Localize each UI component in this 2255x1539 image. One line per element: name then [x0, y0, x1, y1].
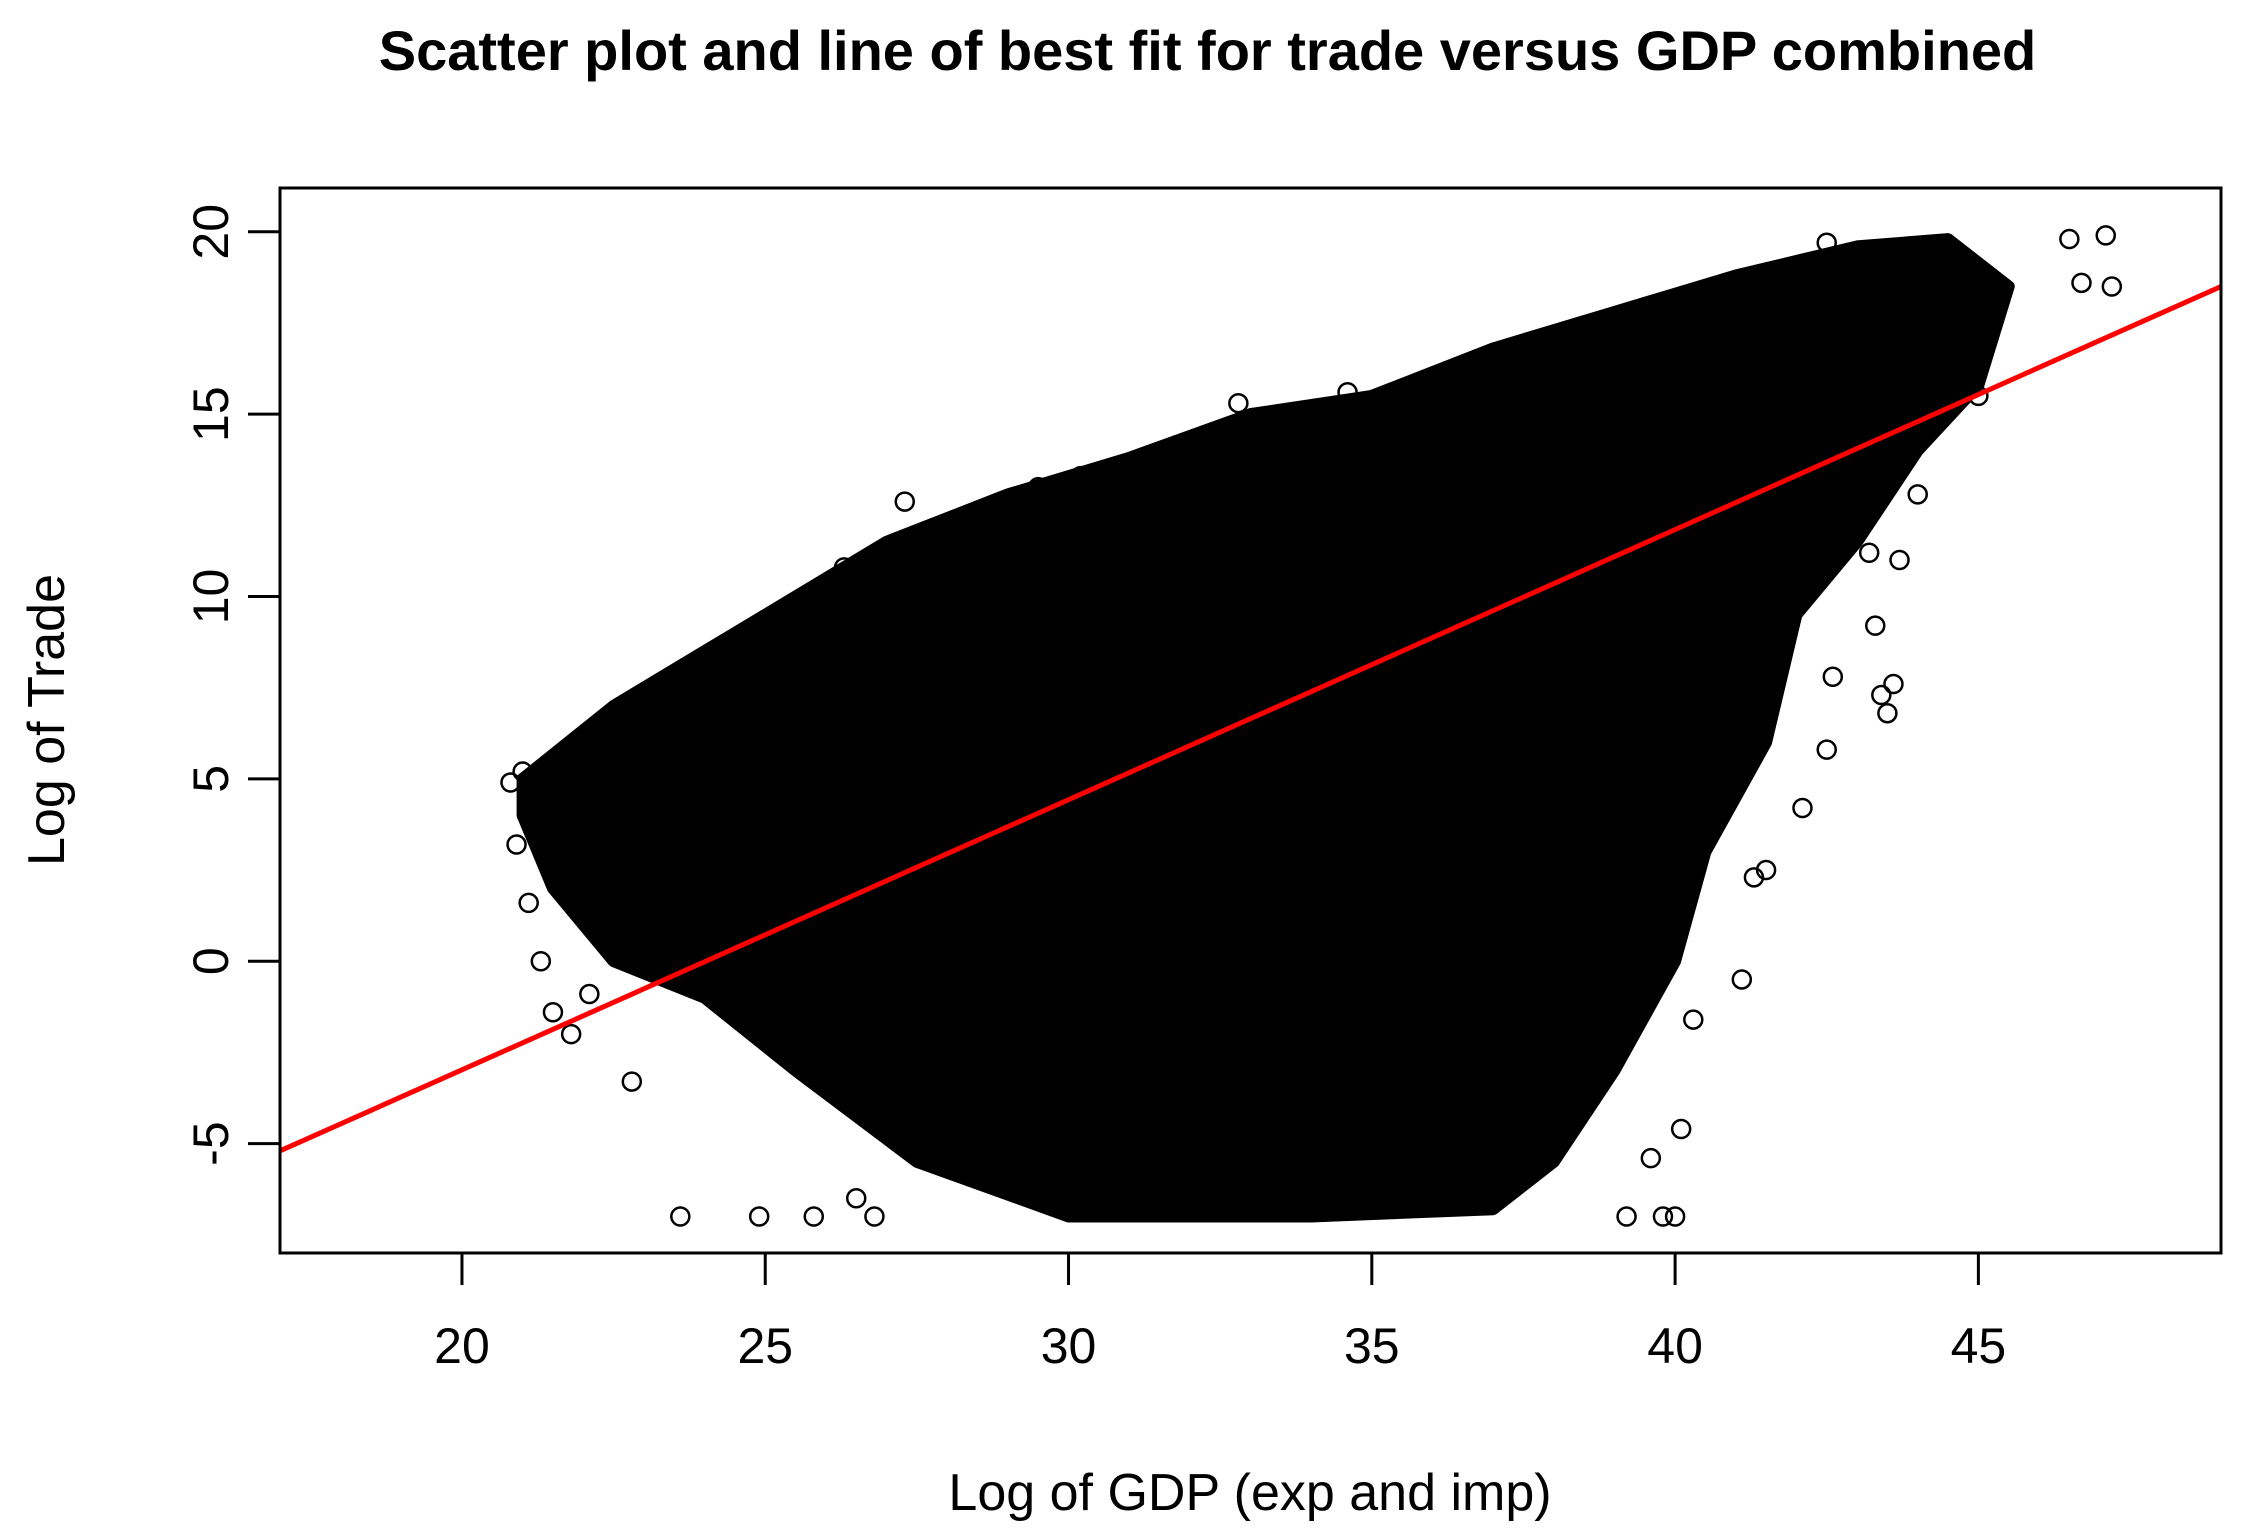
scatter-point — [1664, 1206, 1686, 1227]
x-tick-label: 45 — [1951, 1318, 2007, 1374]
scatter-point — [748, 1206, 770, 1227]
scatter-point — [864, 1206, 885, 1227]
scatter-point — [560, 1023, 582, 1045]
scatter-point — [1816, 739, 1837, 760]
scatter-point — [1070, 465, 1091, 487]
y-tick-label: -5 — [183, 1121, 239, 1165]
scatter-point — [1907, 484, 1928, 505]
scatter-point — [670, 1206, 691, 1227]
x-axis-label: Log of GDP (exp and imp) — [948, 1464, 1551, 1522]
y-tick-label: 15 — [183, 386, 239, 442]
scatter-point — [1027, 476, 1049, 498]
points-layer — [500, 225, 2123, 1227]
x-axis: 20 25 30 35 40 45 — [434, 1251, 2007, 1374]
x-tick-label: 40 — [1647, 1318, 1703, 1374]
scatter-point — [500, 772, 521, 793]
x-tick-label: 25 — [737, 1318, 793, 1374]
y-axis-label: Log of Trade — [18, 574, 76, 866]
x-tick-label: 20 — [434, 1318, 490, 1374]
scatter-point — [530, 950, 552, 972]
scatter-point — [1640, 1147, 1662, 1169]
scatter-point — [2059, 228, 2080, 250]
chart-title: Scatter plot and line of best fit for tr… — [378, 19, 2037, 82]
scatter-point — [1883, 673, 1904, 695]
scatter-point — [2101, 276, 2123, 297]
scatter-point — [1337, 381, 1358, 403]
y-tick-label: 10 — [183, 569, 239, 625]
scatter-point — [1228, 392, 1249, 414]
y-tick-label: 0 — [183, 947, 239, 975]
fit-line-layer — [280, 284, 2221, 1154]
y-tick-label: 20 — [183, 204, 239, 260]
dense-point-cloud — [516, 233, 2015, 1223]
x-tick-label: 35 — [1344, 1318, 1400, 1374]
y-axis: -5 0 5 10 15 20 — [183, 204, 282, 1166]
scatter-point — [518, 892, 539, 914]
scatter-point — [1871, 684, 1892, 706]
scatter-point — [845, 1188, 867, 1209]
scatter-point — [1652, 1206, 1674, 1227]
scatter-point — [2095, 225, 2117, 246]
scatter-point — [1858, 542, 1880, 563]
y-tick-label: 5 — [183, 765, 239, 793]
scatter-point — [1877, 702, 1898, 724]
scatter-point — [1792, 797, 1813, 819]
scatter-point — [1670, 1118, 1692, 1140]
scatter-point — [524, 812, 546, 833]
scatter-point — [621, 1071, 643, 1092]
scatter-point — [1731, 969, 1753, 990]
x-tick-label: 30 — [1041, 1318, 1097, 1374]
scatter-point — [542, 1002, 564, 1023]
scatter-point — [506, 834, 527, 855]
scatter-point — [2071, 272, 2092, 294]
scatter-point — [1616, 1206, 1637, 1227]
scatter-point — [512, 761, 533, 782]
scatter-point — [579, 983, 600, 1005]
scatter-point — [1865, 615, 1886, 636]
scatter-point — [1755, 859, 1777, 881]
scatter-point — [833, 557, 855, 578]
scatter-point — [1683, 1009, 1704, 1030]
scatter-point — [803, 1206, 825, 1227]
scatter-point — [1889, 549, 1910, 571]
scatter-point — [1822, 666, 1844, 687]
best-fit-line — [280, 284, 2221, 1154]
scatter-point — [1816, 232, 1837, 253]
scatter-point — [894, 491, 916, 512]
